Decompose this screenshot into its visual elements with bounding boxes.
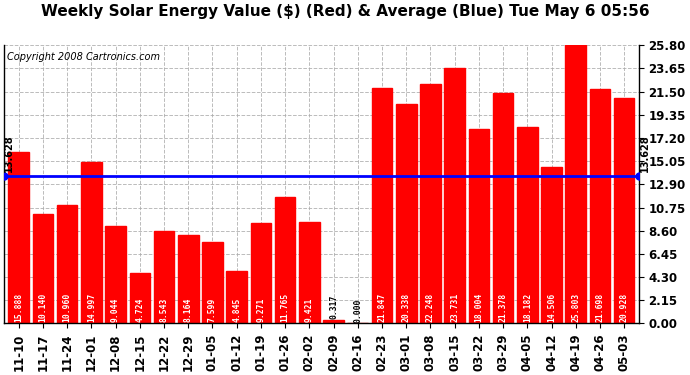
Text: Weekly Solar Energy Value ($) (Red) & Average (Blue) Tue May 6 05:56: Weekly Solar Energy Value ($) (Red) & Av…	[41, 4, 649, 19]
Text: 0.000: 0.000	[353, 298, 362, 323]
Text: 0.317: 0.317	[329, 295, 338, 319]
Text: 21.847: 21.847	[377, 292, 386, 322]
Text: Copyright 2008 Cartronics.com: Copyright 2008 Cartronics.com	[8, 52, 160, 62]
Text: 14.506: 14.506	[547, 292, 556, 322]
Bar	[154, 231, 175, 324]
Text: 11.765: 11.765	[281, 292, 290, 322]
Text: 21.378: 21.378	[499, 292, 508, 322]
Text: 10.140: 10.140	[39, 292, 48, 322]
Text: 20.338: 20.338	[402, 292, 411, 322]
Bar	[226, 271, 247, 324]
Bar	[106, 226, 126, 324]
Bar	[324, 320, 344, 324]
Text: 4.724: 4.724	[135, 297, 144, 322]
Bar	[32, 214, 53, 324]
Text: 9.044: 9.044	[111, 297, 120, 322]
Bar	[469, 129, 489, 324]
Text: 15.888: 15.888	[14, 292, 23, 322]
Text: 22.248: 22.248	[426, 292, 435, 322]
Bar	[275, 196, 295, 324]
Text: 25.803: 25.803	[571, 292, 580, 322]
Text: 21.698: 21.698	[595, 292, 604, 322]
Bar	[590, 90, 610, 324]
Text: 18.004: 18.004	[475, 292, 484, 322]
Text: 9.421: 9.421	[305, 297, 314, 322]
Bar	[444, 68, 465, 324]
Text: 14.997: 14.997	[87, 292, 96, 322]
Bar	[372, 88, 393, 324]
Bar	[566, 45, 586, 324]
Bar	[493, 93, 513, 324]
Text: 9.271: 9.271	[257, 297, 266, 322]
Bar	[250, 224, 271, 324]
Bar	[57, 205, 77, 324]
Bar	[541, 167, 562, 324]
Bar	[178, 236, 199, 324]
Text: 13.628: 13.628	[640, 135, 650, 172]
Text: 13.628: 13.628	[4, 135, 14, 172]
Text: 8.543: 8.543	[159, 297, 168, 322]
Bar	[8, 152, 29, 324]
Bar	[299, 222, 319, 324]
Bar	[81, 162, 101, 324]
Text: 20.928: 20.928	[620, 292, 629, 322]
Text: 23.731: 23.731	[450, 292, 459, 322]
Bar	[420, 84, 441, 324]
Bar	[202, 242, 223, 324]
Bar	[396, 104, 417, 324]
Bar	[614, 98, 635, 324]
Bar	[517, 128, 538, 324]
Text: 18.182: 18.182	[523, 292, 532, 322]
Text: 10.960: 10.960	[63, 292, 72, 322]
Text: 8.164: 8.164	[184, 297, 193, 322]
Bar	[130, 273, 150, 324]
Text: 7.599: 7.599	[208, 297, 217, 322]
Text: 4.845: 4.845	[232, 297, 241, 322]
